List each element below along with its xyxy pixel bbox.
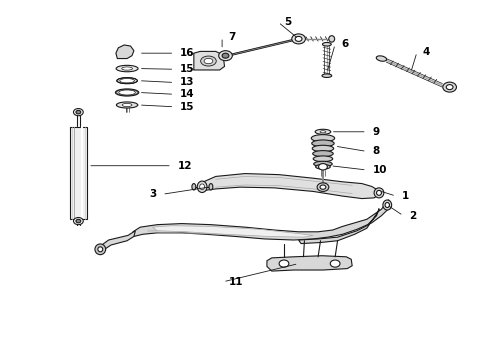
Circle shape <box>279 260 289 267</box>
Ellipse shape <box>116 102 138 108</box>
Circle shape <box>320 185 326 189</box>
Ellipse shape <box>312 145 334 152</box>
Text: 12: 12 <box>178 161 192 171</box>
Polygon shape <box>267 256 352 271</box>
Circle shape <box>222 53 229 58</box>
Ellipse shape <box>116 89 139 96</box>
Ellipse shape <box>98 247 103 252</box>
Ellipse shape <box>119 90 135 95</box>
Text: 7: 7 <box>228 32 235 42</box>
Polygon shape <box>201 174 379 199</box>
Text: 14: 14 <box>180 89 195 99</box>
Ellipse shape <box>122 67 132 70</box>
Polygon shape <box>116 45 134 59</box>
Ellipse shape <box>200 184 204 190</box>
Ellipse shape <box>374 188 384 198</box>
Ellipse shape <box>376 56 387 61</box>
Ellipse shape <box>197 181 207 193</box>
Ellipse shape <box>117 78 137 84</box>
Text: 3: 3 <box>149 189 156 199</box>
Polygon shape <box>99 231 135 251</box>
Circle shape <box>74 217 83 225</box>
Circle shape <box>76 111 81 114</box>
Text: 5: 5 <box>284 17 291 27</box>
Circle shape <box>330 260 340 267</box>
Text: 13: 13 <box>180 77 195 87</box>
Ellipse shape <box>322 74 332 77</box>
Ellipse shape <box>385 203 390 207</box>
Ellipse shape <box>316 165 330 169</box>
Ellipse shape <box>120 78 134 83</box>
Circle shape <box>446 85 453 90</box>
Text: 2: 2 <box>409 211 416 221</box>
Ellipse shape <box>209 184 213 190</box>
Polygon shape <box>152 226 313 237</box>
Circle shape <box>74 109 83 116</box>
Ellipse shape <box>201 56 216 66</box>
Ellipse shape <box>311 135 335 142</box>
Ellipse shape <box>192 184 196 190</box>
Ellipse shape <box>313 150 333 157</box>
Text: 8: 8 <box>373 147 380 157</box>
Polygon shape <box>133 200 389 240</box>
Ellipse shape <box>95 244 106 255</box>
Ellipse shape <box>116 65 138 72</box>
Circle shape <box>295 36 302 41</box>
Text: 11: 11 <box>229 277 244 287</box>
Ellipse shape <box>322 42 331 46</box>
Ellipse shape <box>314 161 332 167</box>
Ellipse shape <box>383 200 392 210</box>
Text: 4: 4 <box>423 47 430 57</box>
Ellipse shape <box>320 131 326 133</box>
Ellipse shape <box>313 156 333 162</box>
Circle shape <box>318 163 327 170</box>
Ellipse shape <box>312 140 334 147</box>
Polygon shape <box>194 51 224 70</box>
Circle shape <box>292 34 305 44</box>
Polygon shape <box>298 208 379 244</box>
Text: 15: 15 <box>180 102 195 112</box>
Text: 15: 15 <box>180 64 195 74</box>
Circle shape <box>219 51 232 61</box>
Text: 6: 6 <box>341 39 348 49</box>
Ellipse shape <box>315 129 331 134</box>
Polygon shape <box>70 127 87 219</box>
Ellipse shape <box>204 58 213 64</box>
Ellipse shape <box>122 103 132 107</box>
Text: 16: 16 <box>180 48 195 58</box>
Circle shape <box>76 219 81 223</box>
Text: 9: 9 <box>373 127 380 137</box>
Text: 10: 10 <box>373 165 387 175</box>
Circle shape <box>317 183 329 192</box>
Circle shape <box>443 82 457 92</box>
Text: 1: 1 <box>402 191 409 201</box>
Ellipse shape <box>329 36 335 42</box>
Ellipse shape <box>376 190 381 195</box>
